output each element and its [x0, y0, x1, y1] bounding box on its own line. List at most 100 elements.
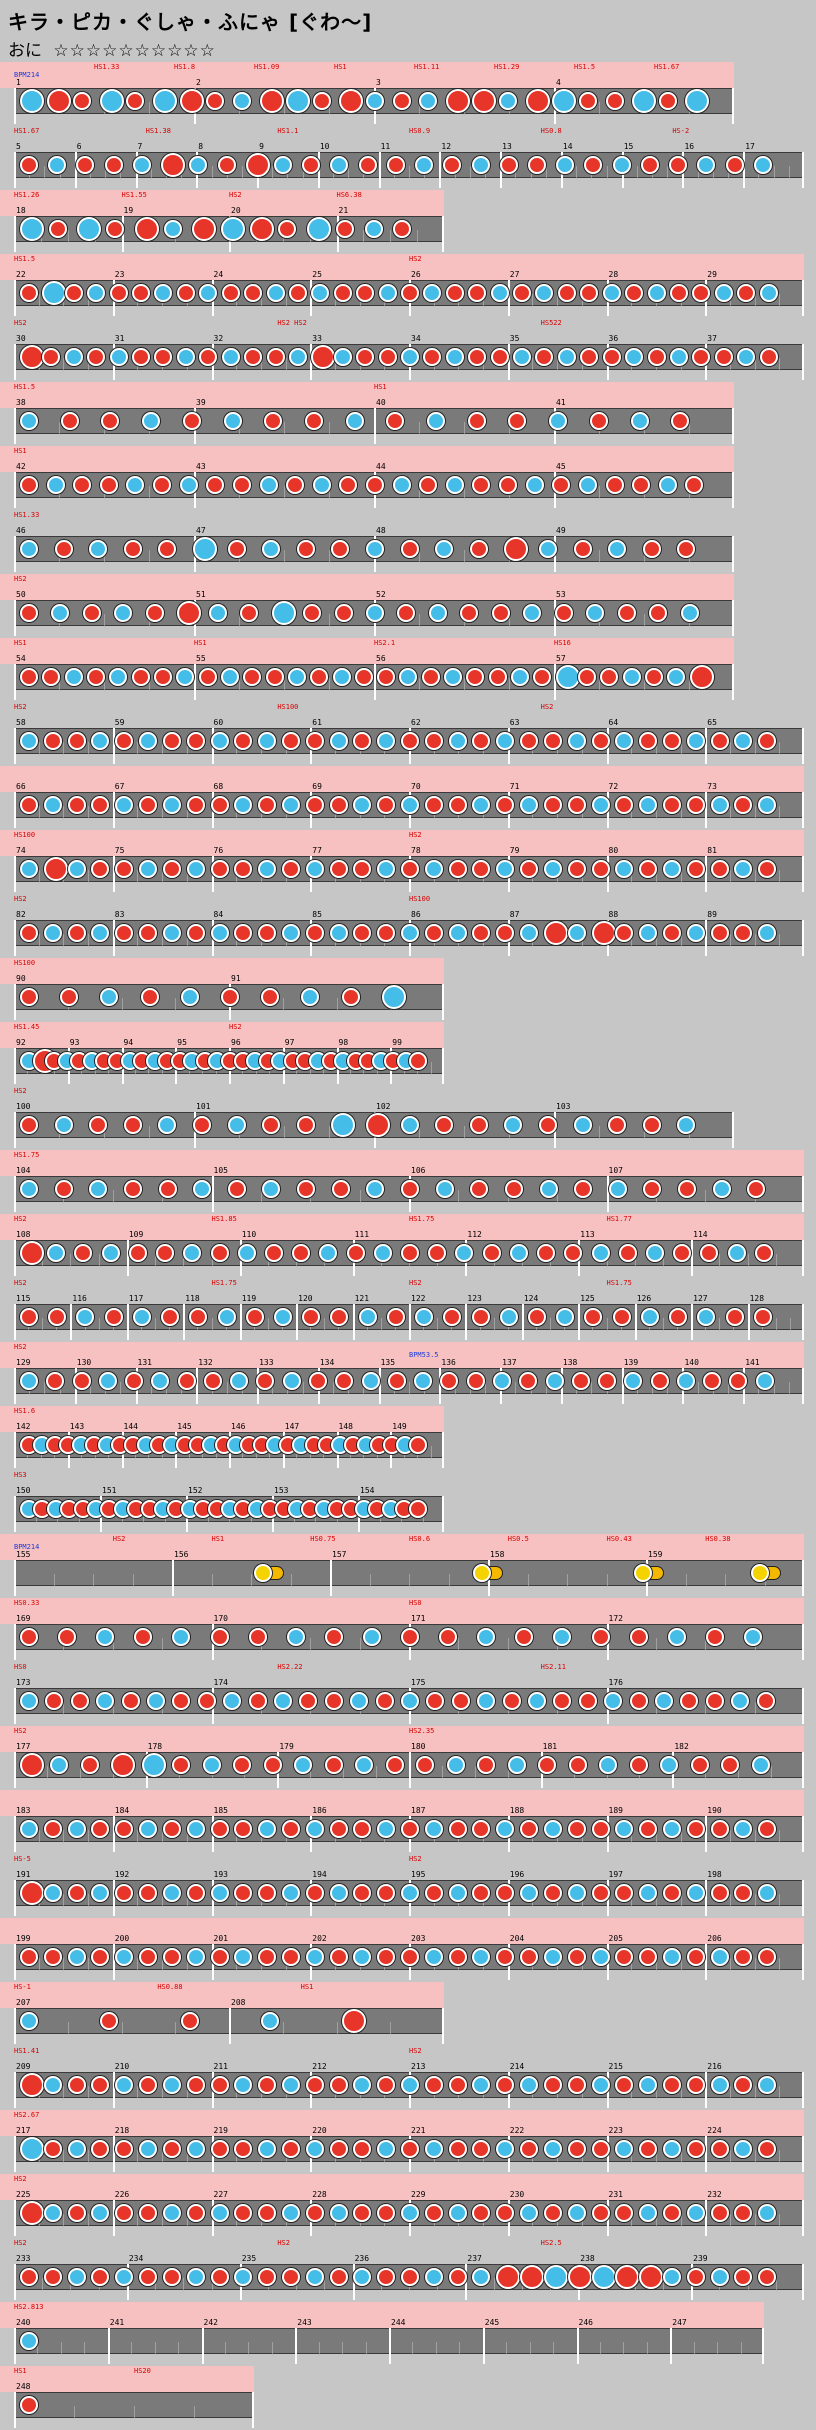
ka-note	[553, 1628, 572, 1646]
don-note	[258, 2268, 277, 2286]
measure-number: 227	[213, 2190, 228, 2199]
don-note	[472, 2204, 491, 2222]
don-note	[197, 1692, 216, 1710]
beat-tick	[738, 1766, 740, 1780]
don-note	[448, 2076, 467, 2094]
scroll-change-label: HS1.67	[14, 127, 40, 135]
measure-number: 118	[185, 1294, 200, 1303]
beat-tick	[342, 2342, 344, 2356]
scroll-change-label: HS-1	[14, 1983, 31, 1991]
don-note	[710, 1820, 729, 1838]
measure-number: 45	[556, 462, 566, 471]
beat-tick	[186, 934, 188, 948]
ka-note	[545, 1372, 564, 1390]
beat-tick	[422, 1510, 424, 1524]
don-note	[115, 924, 134, 942]
ka-note	[528, 1692, 546, 1710]
don-note	[642, 1116, 661, 1134]
measure-number: 21	[338, 206, 349, 215]
ka-note	[511, 668, 530, 686]
measure-line	[378, 1368, 381, 1404]
don-note	[302, 1308, 321, 1326]
scroll-change-label: HS-2	[672, 127, 690, 135]
scroll-change-label: HS1.11	[414, 63, 440, 71]
measure-number: 196	[509, 1870, 525, 1879]
beat-tick	[143, 1510, 144, 1524]
don-note	[305, 732, 324, 750]
ka-note	[353, 1948, 372, 1966]
ka-note	[734, 732, 753, 750]
measure-number: 190	[707, 1806, 722, 1815]
beat-tick	[655, 2214, 657, 2228]
don-note-big	[20, 2073, 44, 2097]
beat-tick	[38, 1830, 40, 1844]
ka-note	[329, 924, 348, 942]
don-note-big	[43, 857, 68, 881]
measure-line	[330, 1560, 332, 1596]
ka-note	[305, 860, 324, 878]
measure-line	[705, 1944, 708, 1980]
don-note	[605, 476, 624, 494]
beat-tick	[88, 2214, 90, 2228]
beat-tick	[441, 1766, 443, 1780]
ka-note	[662, 2268, 681, 2286]
score-row: 5 6 7 8 9 10 11 12 13 14 15 16 17 HS1.67 HS1.38 HS1.1 HS…	[0, 126, 816, 190]
don-note	[42, 668, 61, 686]
beat-tick	[88, 742, 90, 756]
scroll-speed-band	[0, 382, 734, 408]
ka-note	[221, 348, 240, 366]
don-note	[346, 1244, 365, 1262]
measure-line	[732, 472, 734, 508]
beat-tick	[631, 1958, 633, 1972]
measure-line	[374, 664, 376, 700]
don-note	[104, 156, 123, 174]
beat-tick	[59, 678, 60, 692]
measure-number: 59	[114, 718, 125, 727]
ka-note	[20, 2332, 38, 2350]
measure-number: 153	[274, 1486, 289, 1495]
don-note	[262, 1116, 281, 1134]
ka-note	[591, 2076, 610, 2094]
beat-tick	[599, 486, 600, 500]
ka-note	[567, 1884, 586, 1902]
measure-line	[296, 1304, 299, 1340]
beat-tick	[137, 1958, 139, 1972]
don-note	[210, 1628, 229, 1646]
ka-note	[414, 1372, 433, 1390]
don-note	[358, 156, 377, 174]
ka-note-big	[221, 217, 245, 241]
measure-line	[705, 2136, 708, 2172]
don-note	[234, 2140, 253, 2158]
beat-tick	[38, 742, 40, 756]
don-note	[589, 412, 608, 430]
ka-note	[523, 604, 542, 622]
ka-note	[608, 540, 627, 558]
beat-tick	[284, 422, 285, 436]
beat-tick	[260, 2214, 262, 2228]
don-note-big	[259, 89, 284, 113]
measure-line	[295, 2328, 298, 2364]
measure-line	[14, 1368, 16, 1404]
beat-tick	[88, 806, 90, 820]
scroll-speed-band	[0, 1982, 444, 2008]
measure-line	[14, 1112, 16, 1148]
measure-number: 50	[16, 590, 26, 599]
don-note-big	[20, 1753, 44, 1777]
beat-tick	[38, 294, 40, 308]
ka-note	[377, 732, 396, 750]
ka-note	[753, 156, 772, 174]
don-note	[20, 1308, 38, 1326]
ka-note	[686, 924, 705, 942]
beat-tick	[333, 1382, 335, 1396]
ka-note	[496, 860, 515, 878]
measure-number: 102	[376, 1102, 391, 1111]
beat-tick	[754, 2086, 756, 2100]
ka-note-big	[685, 89, 710, 113]
scroll-change-label: HS-5	[14, 1855, 31, 1863]
don-note	[639, 1820, 658, 1838]
ka-note-big	[77, 217, 102, 241]
don-note	[571, 1372, 590, 1390]
ka-note	[567, 924, 586, 942]
measure-number: 10	[319, 142, 330, 151]
don-note	[91, 860, 110, 878]
